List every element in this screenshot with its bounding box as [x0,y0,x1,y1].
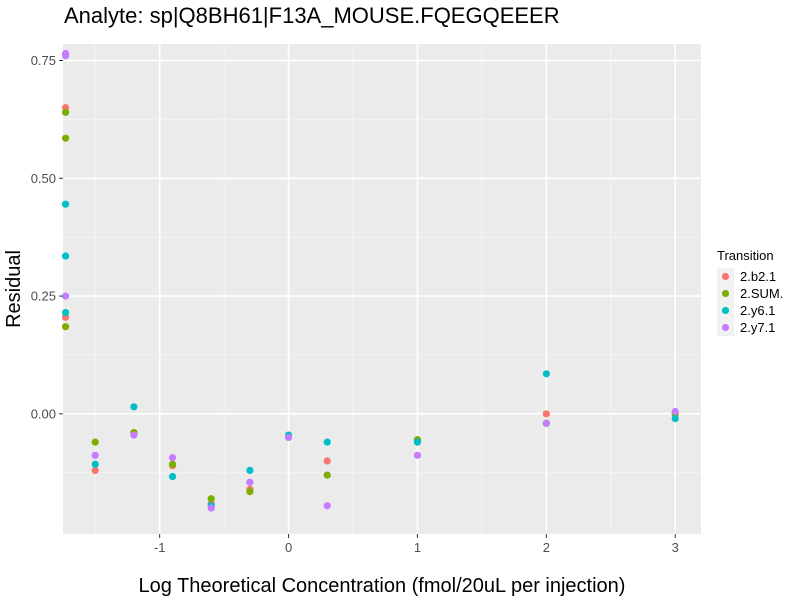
y-axis-title: Residual [3,250,25,328]
data-point-2-y6-1 [246,466,254,474]
data-point-2-y7-1 [61,292,70,300]
data-point-2-y6-1 [130,403,138,411]
data-point-2-y6-1 [91,460,99,468]
legend-label-2-y7-1: 2.y7.1 [740,320,775,335]
data-point-2-b2-1 [323,457,331,465]
legend-label-2-sum: 2.SUM. [740,286,783,301]
data-point-2-y7-1 [61,52,70,60]
legend-marker-2-y6-1 [721,306,730,315]
y-axis: 0.00 0.25 0.50 0.75 [31,53,63,421]
data-point-2-y6-1 [61,308,70,317]
y-tick-label: 0.25 [31,289,56,304]
legend-label-2-b2-1: 2.b2.1 [740,269,776,284]
data-point-2-y7-1 [246,478,254,486]
major-gridlines [63,44,701,534]
legend-marker-2-b2-1 [721,272,730,281]
data-point-2-y7-1 [130,431,138,439]
data-point-2-y7-1 [284,433,293,442]
plot-panel [63,44,701,534]
data-point-2-sum [61,323,70,331]
data-points [61,49,679,512]
minor-gridlines [63,44,701,534]
data-point-2-sum [91,438,99,446]
data-point-2-y6-1 [61,200,70,208]
x-tick-label: 1 [414,540,421,555]
data-point-2-y6-1 [168,472,177,481]
data-point-2-y7-1 [207,504,215,512]
y-tick-label: 0.00 [31,406,56,421]
data-point-2-sum [61,108,70,116]
legend-marker-2-y7-1 [721,323,730,332]
x-tick-label: -1 [154,540,166,555]
data-point-2-y7-1 [323,502,331,510]
data-point-2-y6-1 [671,414,679,423]
data-point-2-y7-1 [671,407,679,416]
data-point-2-y7-1 [542,419,550,427]
legend-marker-2-sum [721,289,730,298]
data-point-2-sum [207,495,215,503]
chart-title: Analyte: sp|Q8BH61|F13A_MOUSE.FQEGQEEER [64,3,560,28]
x-tick-label: 3 [672,540,679,555]
y-tick-label: 0.75 [31,53,56,68]
data-point-2-y6-1 [542,370,550,378]
x-tick-label: 0 [285,540,292,555]
data-point-2-sum [246,487,254,496]
x-axis: -1 0 1 2 3 [154,534,679,555]
data-point-2-b2-1 [91,466,99,474]
data-point-2-y7-1 [168,454,177,462]
data-point-2-y6-1 [323,438,331,446]
x-tick-label: 2 [543,540,550,555]
y-tick-label: 0.50 [31,171,56,186]
legend: Transition 2.b2.1 2.SUM. 2.y6.1 2.y7.1 [717,248,783,336]
data-point-2-sum [61,134,70,142]
legend-label-2-y6-1: 2.y6.1 [740,303,775,318]
legend-title: Transition [717,248,774,263]
data-point-2-b2-1 [542,410,550,418]
data-point-2-sum [168,460,177,468]
x-axis-title: Log Theoretical Concentration (fmol/20uL… [139,575,626,597]
data-point-2-y6-1 [61,252,70,260]
data-point-2-y6-1 [413,438,422,446]
data-point-2-sum [323,471,331,479]
data-point-2-y7-1 [413,451,422,459]
data-point-2-y7-1 [91,451,99,459]
